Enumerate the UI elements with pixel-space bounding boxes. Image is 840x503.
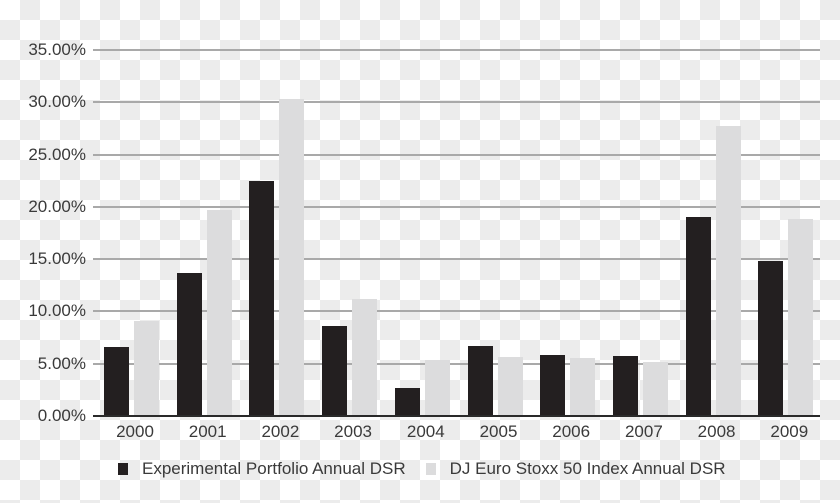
y-tick-label: 35.00%: [28, 40, 86, 59]
legend: Experimental Portfolio Annual DSR DJ Eur…: [118, 459, 746, 479]
gridline: [93, 205, 820, 208]
legend-item-experimental: Experimental Portfolio Annual DSR: [118, 459, 406, 479]
bar-dj-euro-stoxx-2005: [497, 357, 523, 416]
bar-experimental-2001: [176, 272, 202, 416]
y-tick-label: 15.00%: [28, 249, 86, 269]
y-tick-label: 25.00%: [28, 144, 86, 164]
bar-experimental-2008: [685, 217, 711, 416]
gridline: [93, 49, 820, 51]
gridline: [93, 153, 820, 156]
legend-label-dj-euro-stoxx: DJ Euro Stoxx 50 Index Annual DSR: [449, 459, 726, 478]
bar-experimental-2009: [758, 261, 784, 416]
bar-dj-euro-stoxx-2006: [570, 358, 596, 416]
bar-dj-euro-stoxx-2004: [424, 359, 450, 416]
bar-dj-euro-stoxx-2008: [715, 126, 741, 416]
y-tick-label: 0.00%: [37, 406, 86, 425]
x-tick-label: 2005: [479, 422, 518, 441]
y-tick-label: 5.00%: [37, 353, 86, 373]
y-tick-label: 30.00%: [28, 92, 86, 112]
gridline: [93, 101, 820, 104]
gridline: [93, 362, 820, 365]
x-tick-label: 2006: [552, 422, 591, 441]
bar-dj-euro-stoxx-2000: [134, 320, 159, 416]
y-tick-label: 10.00%: [28, 301, 86, 321]
x-tick-label: 2000: [116, 422, 154, 441]
bar-experimental-2006: [540, 355, 566, 416]
legend-swatch-dj-euro-stoxx: [425, 463, 436, 475]
bar-dj-euro-stoxx-2007: [642, 361, 668, 416]
legend-item-dj-euro-stoxx: DJ Euro Stoxx 50 Index Annual DSR: [425, 459, 726, 479]
x-tick-label: 2008: [697, 422, 736, 441]
x-tick-label: 2009: [770, 422, 809, 441]
x-tick-label: 2004: [406, 422, 445, 441]
bar-experimental-2004: [394, 387, 420, 416]
bar-experimental-2007: [612, 356, 638, 416]
bar-dj-euro-stoxx-2001: [206, 209, 232, 416]
x-tick-label: 2001: [188, 422, 227, 441]
x-tick-label: 2002: [261, 422, 300, 441]
bar-experimental-2000: [104, 346, 129, 416]
legend-label-experimental: Experimental Portfolio Annual DSR: [142, 459, 406, 478]
bar-dj-euro-stoxx-2002: [279, 99, 305, 416]
x-axis-line: [93, 415, 820, 417]
bar-experimental-2002: [249, 180, 275, 416]
x-tick-label: 2007: [624, 422, 663, 441]
bar-dj-euro-stoxx-2009: [788, 219, 814, 416]
gridline: [93, 310, 820, 313]
bar-experimental-2005: [467, 345, 493, 416]
bar-experimental-2003: [322, 326, 348, 416]
gridline: [93, 258, 820, 261]
legend-swatch-experimental: [118, 463, 128, 475]
x-tick-label: 2003: [334, 422, 372, 441]
y-tick-label: 20.00%: [28, 196, 86, 216]
bar-dj-euro-stoxx-2003: [352, 298, 378, 416]
